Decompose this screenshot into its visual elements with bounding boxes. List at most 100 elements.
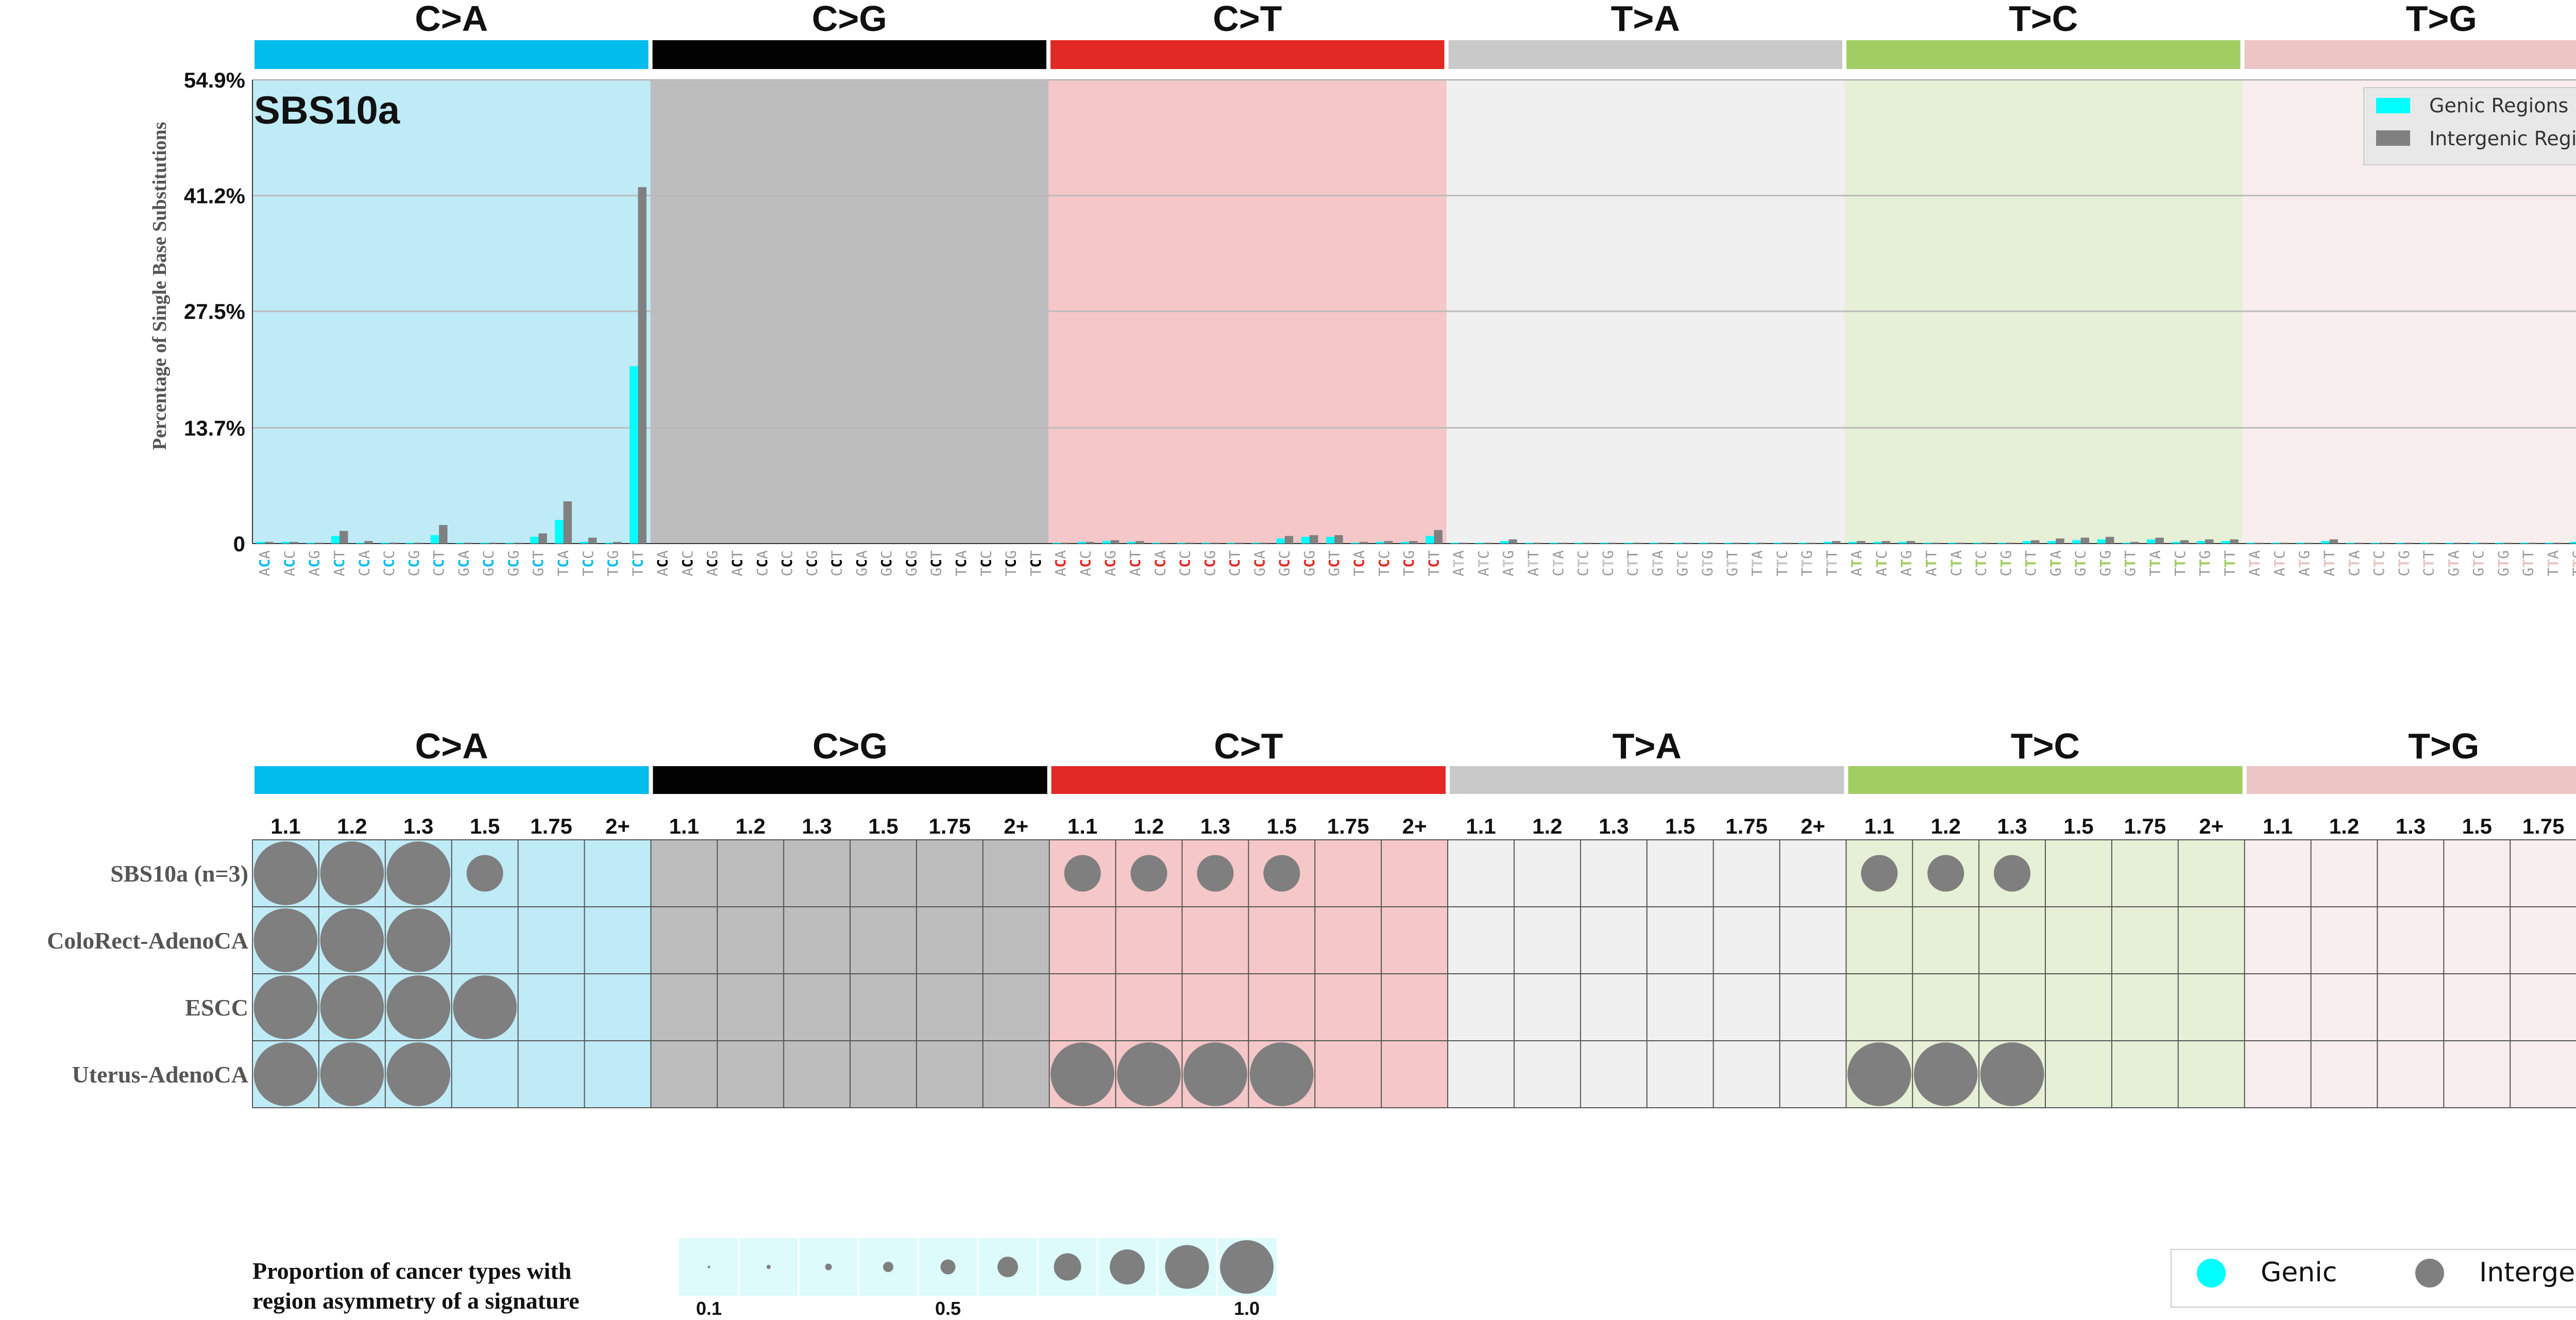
bar-genic <box>1326 536 1335 544</box>
matrix-bubble <box>1927 855 1964 892</box>
bar-intergenic <box>1832 541 1841 544</box>
matrix-column-label: 1.75 <box>928 814 971 838</box>
x-tick-label: ACA <box>1052 550 1069 577</box>
matrix-header-label-ctot: C>T <box>1214 726 1283 766</box>
x-tick-label: GTG <box>1699 550 1716 577</box>
bar-intergenic <box>1882 541 1890 544</box>
matrix-bubble <box>1913 1042 1978 1106</box>
matrix-column-label: 1.1 <box>270 814 300 838</box>
bar-genic <box>1973 543 1981 544</box>
x-tick-label: ATG <box>2296 550 2313 577</box>
matrix-header-label-ttoa: T>A <box>1613 726 1682 766</box>
bar-intergenic <box>1558 543 1567 544</box>
matrix-bubble <box>1197 855 1234 892</box>
x-tick-label: TCC <box>1376 550 1393 577</box>
bar-intergenic <box>2354 543 2363 544</box>
x-tick-label: GTT <box>2122 550 2139 577</box>
bar-genic <box>2122 543 2131 544</box>
bar-genic <box>2545 543 2554 544</box>
bar-genic <box>1077 541 1086 544</box>
bar-genic <box>1251 543 1260 544</box>
matrix-column-label: 1.5 <box>2063 814 2093 838</box>
bar-genic <box>1724 543 1733 544</box>
x-tick-label: GCA <box>1251 550 1268 577</box>
matrix-bubble <box>386 1042 451 1106</box>
matrix-column-label: 1.5 <box>470 814 500 838</box>
x-tick-label: CTG <box>2395 550 2412 577</box>
bar-intergenic <box>1608 543 1617 544</box>
bar-genic <box>629 366 638 544</box>
matrix-row-label: SBS10a (n=3) <box>110 860 248 887</box>
matrix-column-label: 1.2 <box>2329 814 2359 838</box>
bar-genic <box>1301 536 1310 544</box>
x-tick-label: ATT <box>2320 550 2337 577</box>
bar-intergenic <box>2503 543 2512 544</box>
x-tick-label: CTC <box>2370 550 2387 577</box>
bar-genic <box>1773 543 1783 544</box>
bar-genic <box>1201 543 1210 544</box>
bar-header-label-ctot: C>T <box>1213 0 1282 39</box>
x-tick-label: ACT <box>728 550 745 577</box>
y-tick-label: 54.9% <box>184 68 245 92</box>
matrix-column-label: 1.75 <box>530 814 572 838</box>
bar-intergenic <box>2453 543 2463 544</box>
matrix-column-label: 1.1 <box>1067 814 1097 838</box>
x-tick-label: ATC <box>1475 550 1492 577</box>
matrix-column-label: 1.3 <box>1599 814 1629 838</box>
x-tick-label: TCC <box>977 550 994 577</box>
bar-intergenic <box>2006 543 2015 544</box>
bar-genic <box>455 543 464 544</box>
x-tick-label: GCG <box>1301 550 1318 577</box>
bar-intergenic <box>1409 541 1418 544</box>
x-tick-label: TTG <box>2196 550 2213 577</box>
x-tick-label: ACT <box>1127 550 1144 577</box>
x-tick-label: CCT <box>828 550 845 577</box>
bar-genic <box>1799 543 1807 544</box>
bar-intergenic <box>464 543 472 544</box>
x-tick-label: TCA <box>555 550 572 577</box>
bar-genic <box>1749 543 1758 544</box>
matrix-header-strip-ctot <box>1051 766 1446 794</box>
bar-genic <box>256 541 265 544</box>
size-legend-bubble <box>1220 1240 1274 1294</box>
x-tick-label: ATC <box>2271 550 2288 577</box>
x-tick-label: ATA <box>2246 550 2263 577</box>
bar-intergenic <box>2031 540 2040 544</box>
bar-intergenic <box>1061 543 1070 544</box>
bar-intergenic <box>1359 541 1368 544</box>
bar-genic <box>430 535 439 544</box>
bar-genic <box>2346 543 2354 544</box>
x-tick-label: ATT <box>1524 550 1541 577</box>
x-tick-label: TTC <box>2172 550 2189 577</box>
bar-genic <box>480 543 489 544</box>
x-tick-label: GTT <box>1724 550 1741 577</box>
bar-intergenic <box>1483 543 1493 544</box>
matrix-column-label: 1.5 <box>1267 814 1297 838</box>
x-tick-label: CCT <box>430 550 447 577</box>
bar-intergenic <box>1657 543 1667 544</box>
bar-intergenic <box>2553 543 2562 544</box>
bar-intergenic <box>2255 543 2264 544</box>
matrix-column-label: 1.5 <box>868 814 898 838</box>
bar-genic <box>2370 543 2380 544</box>
x-tick-label: GTA <box>1649 550 1666 577</box>
bar-genic <box>1997 543 2006 544</box>
matrix-bubble <box>320 841 384 905</box>
bar-intergenic <box>1583 543 1592 544</box>
bar-genic <box>2022 541 2031 544</box>
x-tick-label: TCA <box>953 550 970 577</box>
x-tick-label: GTA <box>2047 550 2064 577</box>
bar-genic <box>1649 543 1658 544</box>
bar-genic <box>2470 543 2479 544</box>
bar-genic <box>555 520 564 544</box>
color-legend-genic-marker <box>2197 1259 2226 1288</box>
legend-genic-label: Genic Regions <box>2429 94 2568 117</box>
bar-genic <box>1898 541 1907 544</box>
matrix-row-label: ESCC <box>185 994 248 1021</box>
x-tick-label: GCC <box>480 550 497 577</box>
bar-intergenic <box>1110 540 1120 544</box>
bar-genic <box>1823 541 1832 544</box>
bar-header-strip-ctog <box>652 40 1046 69</box>
bar-header-strip-ctoa <box>255 40 649 69</box>
x-tick-label: GCG <box>903 550 920 577</box>
